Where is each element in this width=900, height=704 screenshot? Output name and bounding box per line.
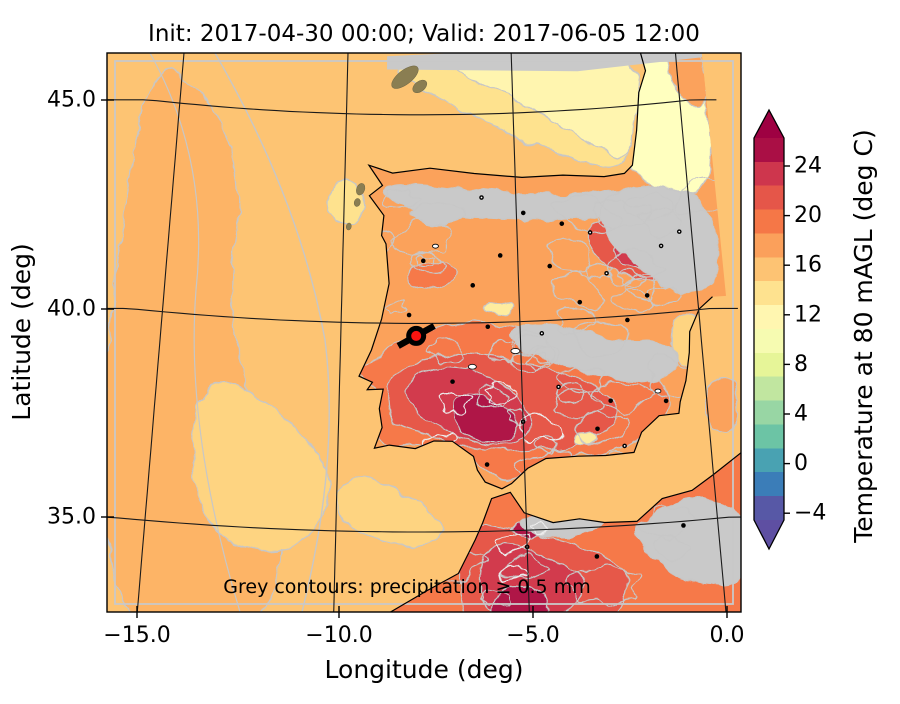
colorbar: 24 20 16 12 8 4 0 −4 Temperature at 80 m… xyxy=(753,108,878,551)
colorbar-tick-label: 20 xyxy=(794,203,822,228)
olive-patches xyxy=(345,65,428,231)
plot-title: Init: 2017-04-30 00:00; Valid: 2017-06-0… xyxy=(148,21,700,47)
colorbar-outline xyxy=(753,108,785,551)
coastline xyxy=(358,53,741,612)
colorbar-tick-label: 8 xyxy=(794,352,808,377)
colorbar-tick-label: 4 xyxy=(794,402,808,427)
site-marker xyxy=(396,323,436,349)
colorbar-arrow-over xyxy=(754,110,784,138)
x-tick-label: −10.0 xyxy=(305,623,372,648)
map-canvas xyxy=(107,53,741,612)
y-tick-label: 40.0 xyxy=(47,297,96,322)
y-tick-label: 45.0 xyxy=(47,88,96,113)
colorbar-body xyxy=(754,138,784,520)
x-tick-label: −5.0 xyxy=(506,623,559,648)
precip-annotation: Grey contours: precipitation ≥ 0.5 mm xyxy=(223,576,590,598)
colorbar-tick-label: 16 xyxy=(794,253,822,278)
colorbar-tick-label: 0 xyxy=(794,451,808,476)
colorbar-tick-marks xyxy=(784,165,790,514)
colorbar-axis-label: Temperature at 80 mAGL (deg C) xyxy=(849,129,878,543)
colorbar-arrow-under xyxy=(754,520,784,549)
colorbar-tick-label: −4 xyxy=(794,501,826,526)
x-tick-label: −15.0 xyxy=(103,623,170,648)
graticule xyxy=(107,53,741,612)
y-axis-label: Latitude (deg) xyxy=(7,243,36,420)
station-dots xyxy=(406,195,686,559)
x-tick-label: 0.0 xyxy=(710,623,745,648)
axis-tick-marks xyxy=(101,99,728,618)
plot-frame xyxy=(106,52,742,613)
x-axis-label: Longitude (deg) xyxy=(325,655,524,684)
y-tick-label: 35.0 xyxy=(47,505,96,530)
colorbar-tick-label: 12 xyxy=(794,302,822,327)
colorbar-tick-label: 24 xyxy=(794,154,822,179)
